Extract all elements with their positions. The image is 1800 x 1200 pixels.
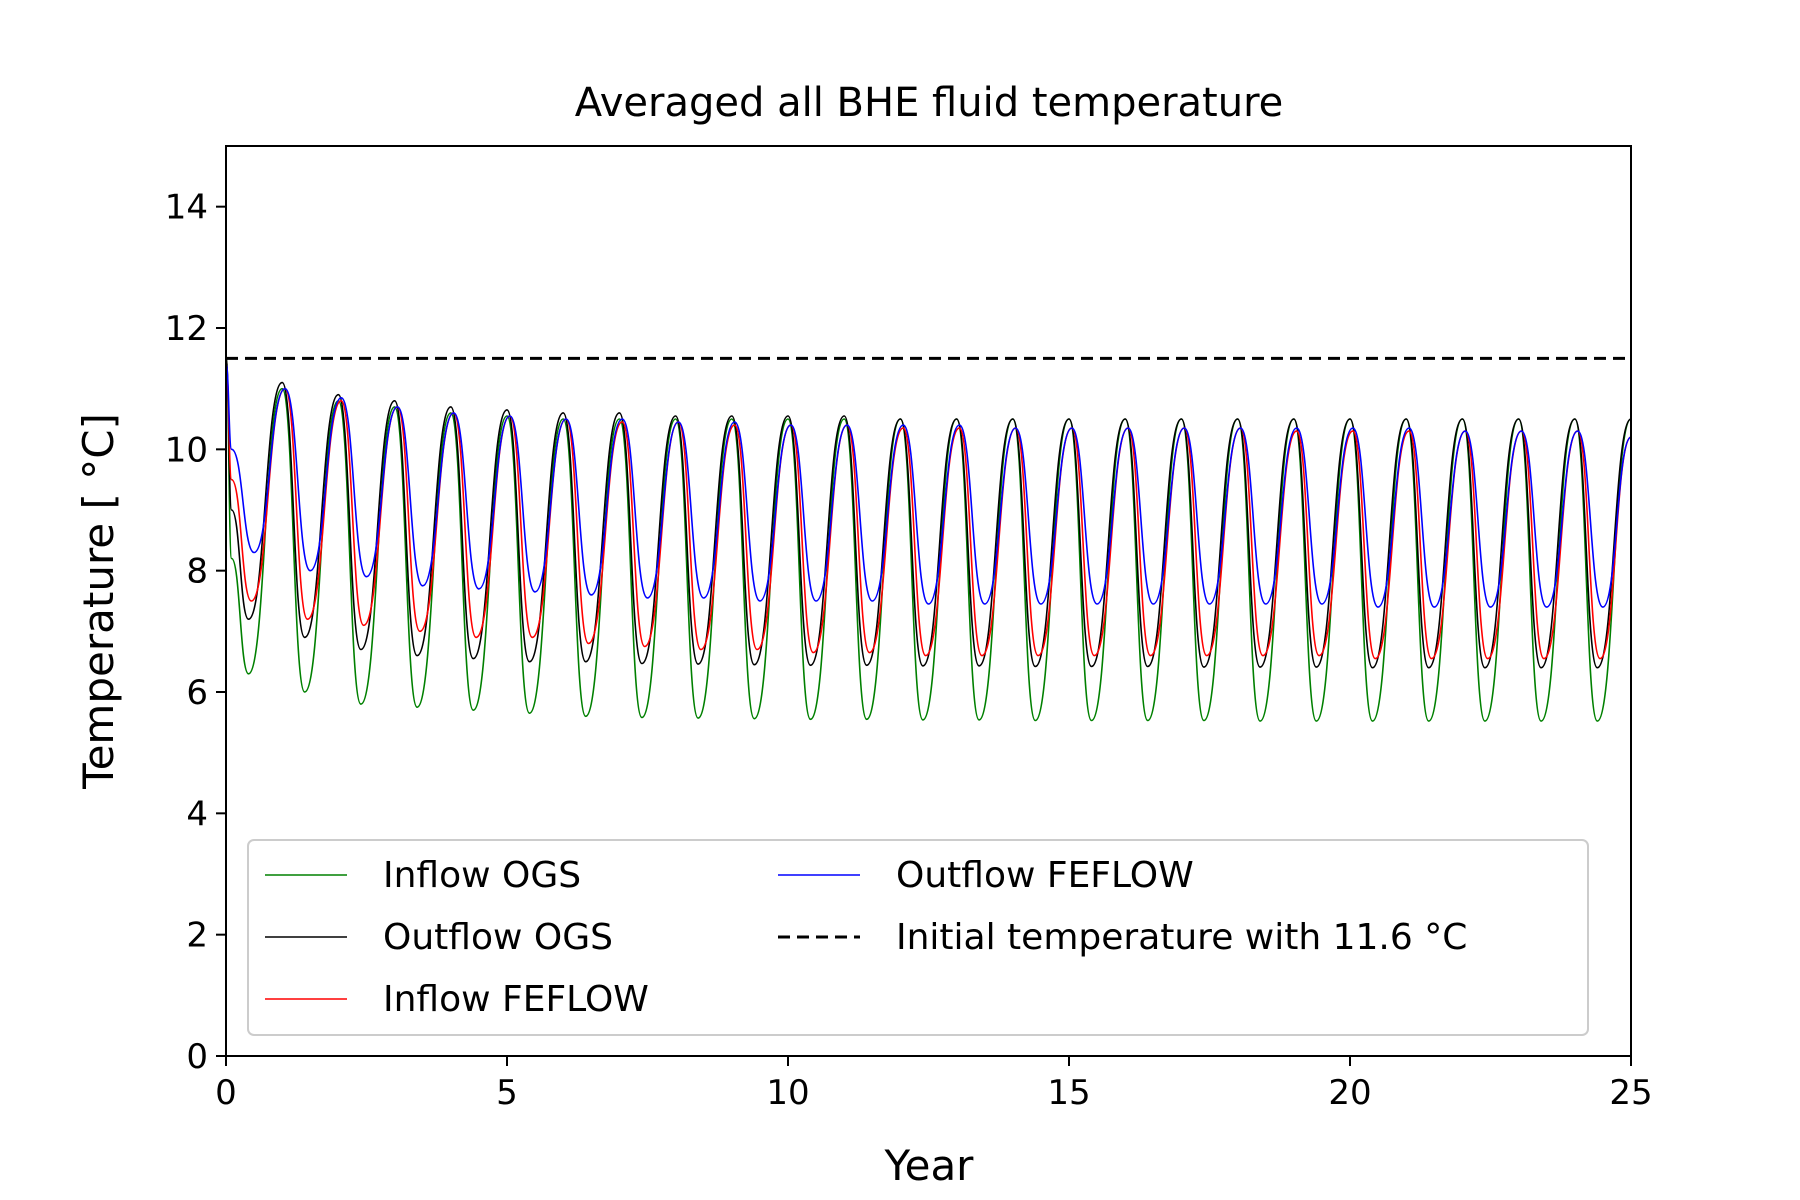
y-tick-label: 8 [186, 552, 208, 592]
y-tick-label: 6 [186, 673, 208, 713]
chart-title: Averaged all BHE fluid temperature [575, 80, 1284, 126]
legend-label: Outflow OGS [383, 917, 613, 958]
legend-label: Initial temperature with 11.6 °C [896, 917, 1467, 958]
y-tick-label: 4 [186, 794, 208, 834]
series-line-0 [225, 357, 1632, 722]
legend-box [247, 839, 1589, 1036]
legend-label: Outflow FEFLOW [896, 855, 1194, 896]
y-axis-label: Temperature [ °C] [74, 413, 123, 790]
x-tick-label: 10 [766, 1073, 809, 1113]
y-tick-label: 10 [165, 430, 208, 470]
x-tick-label: 25 [1609, 1073, 1652, 1113]
series-line-3 [225, 363, 1632, 608]
y-tick-label: 2 [186, 916, 208, 956]
series-line-1 [225, 357, 1632, 669]
x-tick-label: 20 [1328, 1073, 1371, 1113]
x-axis: 0 5 10 15 20 25 [215, 1056, 1653, 1113]
x-tick-label: 5 [496, 1073, 518, 1113]
x-tick-label: 15 [1047, 1073, 1090, 1113]
legend-label: Inflow FEFLOW [383, 979, 649, 1020]
x-tick-label: 0 [215, 1073, 237, 1113]
plot-frame [225, 145, 1632, 1057]
legend: Inflow OGS Outflow OGS Inflow FEFLOW Outflo… [247, 839, 1589, 1036]
legend-label: Inflow OGS [383, 855, 581, 896]
y-tick-label: 14 [165, 188, 208, 228]
plot-area [225, 356, 1632, 722]
y-tick-label: 12 [165, 309, 208, 349]
y-tick-label: 0 [186, 1037, 208, 1077]
x-axis-label: Year [884, 1141, 975, 1190]
y-axis: 0 2 4 6 8 10 12 14 [165, 188, 226, 1077]
